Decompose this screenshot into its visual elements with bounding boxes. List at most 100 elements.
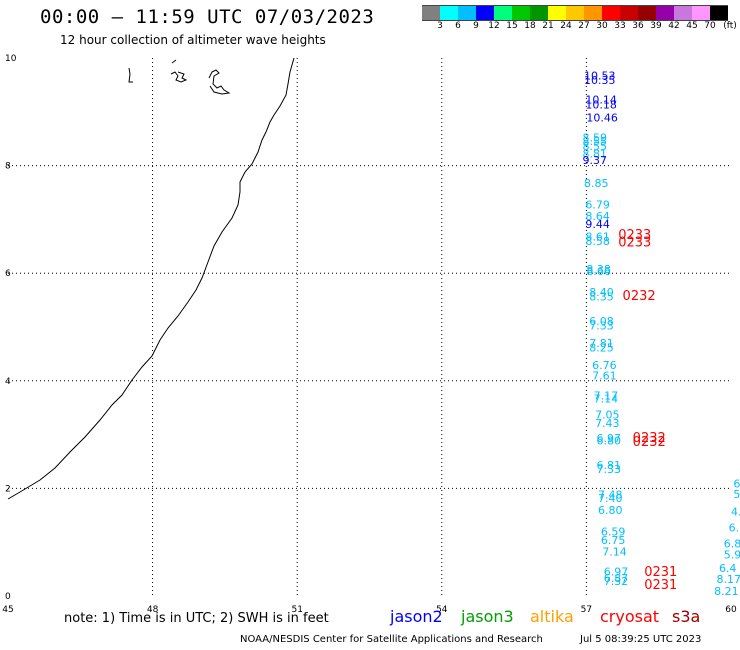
scale-swatch xyxy=(530,5,548,21)
scale-label: 30 xyxy=(596,21,608,31)
wave-height-label: 5.9 xyxy=(724,548,740,561)
wave-height-label: 6.08 xyxy=(589,315,614,328)
wave-height-label: 8.40 xyxy=(589,286,614,299)
x-tick-label: 57 xyxy=(581,605,592,615)
x-tick-label: 54 xyxy=(436,605,448,615)
map-subtitle: 12 hour collection of altimeter wave hei… xyxy=(60,33,326,47)
scale-label: 21 xyxy=(542,21,554,31)
scale-label: 18 xyxy=(524,21,536,31)
wave-height-label: 10.46 xyxy=(586,111,618,124)
wave-height-label: 6.59 xyxy=(601,526,626,539)
y-tick-label: 4 xyxy=(5,377,11,387)
scale-swatch xyxy=(638,5,656,21)
units-note: note: 1) Time is in UTC; 2) SWH is in fe… xyxy=(64,611,329,626)
wave-height-label: 6.81 xyxy=(597,459,622,472)
pass-time-label: 0233 xyxy=(618,228,651,243)
color-scale-bar xyxy=(422,5,728,21)
scale-swatch xyxy=(602,5,620,21)
x-tick-label: 51 xyxy=(291,605,302,615)
y-tick-label: 8 xyxy=(5,162,11,172)
pass-time-label: 0231 xyxy=(644,578,677,593)
scale-swatch xyxy=(494,5,512,21)
wave-height-label: 7.14 xyxy=(602,546,627,559)
scale-swatch xyxy=(422,5,440,21)
pass-time-label: 0233 xyxy=(618,235,651,250)
wave-height-label: 7.61 xyxy=(592,370,617,383)
wave-height-label: 8.17 xyxy=(717,573,740,586)
wave-height-observations: 10.5310.3510.1410.1810.468.598.558.558.8… xyxy=(583,70,740,598)
wave-height-label: 10.35 xyxy=(584,74,616,87)
wave-height-label: 6.4 xyxy=(719,562,737,575)
scale-swatch xyxy=(710,5,728,21)
wave-height-label: 6.76 xyxy=(592,359,617,372)
legend-item-altika: altika xyxy=(530,607,574,626)
island-shapes xyxy=(128,59,231,95)
scale-swatch xyxy=(476,5,494,21)
wave-height-label: 7.81 xyxy=(589,337,614,350)
y-tick-label: 6 xyxy=(5,269,11,279)
wave-height-label: 8.64 xyxy=(585,210,610,223)
map-title: 00:00 – 11:59 UTC 07/03/2023 xyxy=(40,6,375,28)
wave-height-label: 6.75 xyxy=(601,534,626,547)
scale-swatch xyxy=(674,5,692,21)
wave-height-label: 7.43 xyxy=(595,417,620,430)
wave-height-label: 7.48 xyxy=(598,489,623,502)
wave-height-label: 6.97 xyxy=(597,432,622,445)
pass-time-label: 0232 xyxy=(623,289,656,304)
wave-height-label: 8.58 xyxy=(585,235,610,248)
scale-label: 6 xyxy=(455,21,461,31)
scale-label: 15 xyxy=(506,21,518,31)
scale-swatch xyxy=(692,5,710,21)
scale-unit: (ft) xyxy=(723,21,737,31)
wave-height-label: 6.8 xyxy=(724,538,740,551)
scale-label: 24 xyxy=(560,21,572,31)
wave-height-label: 5. xyxy=(733,488,740,501)
x-tick-label: 45 xyxy=(2,605,13,615)
wave-height-label: 6.87 xyxy=(604,572,629,585)
wave-height-label: 7.40 xyxy=(598,492,623,505)
wave-height-label: 8.61 xyxy=(585,230,610,243)
x-tick-label: 48 xyxy=(147,605,159,615)
scale-label: 3 xyxy=(437,21,443,31)
scale-swatch xyxy=(566,5,584,21)
wave-height-label: 8.55 xyxy=(583,135,608,148)
scale-swatch xyxy=(512,5,530,21)
wave-height-label: 6.79 xyxy=(585,199,610,212)
scale-label: 70 xyxy=(704,21,716,31)
wave-height-label: 7.33 xyxy=(597,463,622,476)
wave-height-label: 8.38 xyxy=(586,263,611,276)
scale-label: 27 xyxy=(578,21,590,31)
pass-time-label: 0232 xyxy=(633,435,666,450)
wave-height-label: 8.35 xyxy=(589,291,614,304)
wave-height-label: 9.37 xyxy=(583,154,608,167)
scale-label: 42 xyxy=(668,21,680,31)
wave-height-label: 6. xyxy=(729,521,740,534)
wave-height-label: 6.97 xyxy=(604,566,629,579)
wave-height-label: 7.33 xyxy=(589,320,614,333)
scale-label: 45 xyxy=(686,21,698,31)
map-grid: 45 48 51 54 57 60 0 2 4 6 8 10 xyxy=(2,54,737,615)
wave-height-label: 7.17 xyxy=(594,390,619,403)
wave-height-label: 8.66 xyxy=(586,265,611,278)
pass-time-label: 0232 xyxy=(633,431,666,446)
wave-height-label: 4. xyxy=(731,505,740,518)
wave-height-label: 6.80 xyxy=(598,504,623,517)
wave-height-label: 8.55 xyxy=(583,140,608,153)
scale-swatch xyxy=(620,5,638,21)
scale-swatch xyxy=(440,5,458,21)
wave-height-label: 7.14 xyxy=(594,392,619,405)
legend-item-cryosat: cryosat xyxy=(600,607,660,626)
scale-swatch xyxy=(548,5,566,21)
scale-swatch xyxy=(656,5,674,21)
wave-height-label: 9.44 xyxy=(585,218,610,231)
wave-height-label: 8.81 xyxy=(583,148,608,161)
wave-height-label: 10.14 xyxy=(585,94,617,107)
wave-height-label: 8.59 xyxy=(583,131,608,144)
wave-height-label: 10.18 xyxy=(585,99,617,112)
scale-swatch xyxy=(584,5,602,21)
scale-label: 36 xyxy=(632,21,644,31)
legend-item-jason2: jason2 xyxy=(390,607,443,626)
legend-item-s3a: s3a xyxy=(672,607,701,626)
